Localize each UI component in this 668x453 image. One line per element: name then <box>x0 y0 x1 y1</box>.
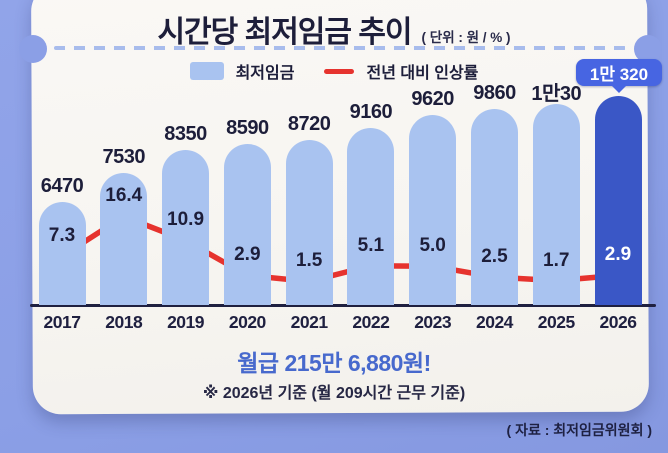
rate-label-2022: 5.1 <box>357 234 385 256</box>
bar-value-label-2019: 8350 <box>164 123 207 145</box>
x-axis-line <box>30 304 656 307</box>
page-title: 시간당 최저임금 추이 <box>157 16 412 49</box>
bar-2021 <box>285 140 333 305</box>
bar-legend-label: 최저임금 <box>235 65 295 82</box>
bar-2019 <box>162 150 210 305</box>
source-credit: ( 자료 : 최저임금위원회 ) <box>506 422 652 438</box>
x-tick-2021: 2021 <box>290 312 328 332</box>
legend: 최저임금 전년 대비 인상률 <box>0 59 668 83</box>
line-legend-swatch <box>324 68 355 74</box>
bar-value-label-2022: 9160 <box>349 101 393 123</box>
rate-label-2021: 1.5 <box>295 250 323 272</box>
x-tick-2025: 2025 <box>537 312 575 332</box>
rate-label-2019: 10.9 <box>167 209 205 231</box>
bar-value-label-2025: 1만30 <box>531 83 582 105</box>
bar-2025 <box>532 104 580 305</box>
header: 시간당 최저임금 추이 ( 단위 : 원 / % ) <box>0 7 668 51</box>
x-tick-2020: 2020 <box>228 312 266 332</box>
bar-2024 <box>470 109 518 305</box>
ticket-notch-left <box>19 35 47 63</box>
bar-value-label-2017: 6470 <box>40 175 84 197</box>
unit-label: ( 단위 : 원 / % ) <box>421 30 511 45</box>
rate-label-2025: 1.7 <box>543 249 570 271</box>
chart-area: 1만 320 6470 7.3 7530 16.4 8350 10.9 8590 2.9 872… <box>30 59 662 307</box>
rate-label-2020: 2.9 <box>234 244 261 266</box>
wage-note-text: ※ 2026년 기준 (월 209시간 근무 기준) <box>202 385 466 402</box>
rate-label-2023: 5.0 <box>419 235 446 257</box>
rate-label-2018: 16.4 <box>105 185 143 207</box>
dashed-divider <box>54 46 626 50</box>
bar-2020 <box>223 144 271 305</box>
rate-label-2017: 7.3 <box>48 225 76 247</box>
bar-value-label-2020: 8590 <box>226 117 269 139</box>
x-tick-2019: 2019 <box>167 312 205 332</box>
x-tick-2023: 2023 <box>414 312 452 332</box>
x-tick-2022: 2022 <box>352 312 390 332</box>
bar-value-label-2024: 9860 <box>473 82 516 104</box>
bar-value-label-2018: 7530 <box>102 146 146 168</box>
bar-value-label-2023: 9620 <box>411 88 454 110</box>
bar-value-label-2021: 8720 <box>287 113 331 135</box>
x-tick-2017: 2017 <box>43 312 81 332</box>
bar-2023 <box>409 115 457 305</box>
bar-legend-swatch <box>189 62 224 80</box>
x-tick-2026: 2026 <box>599 312 637 332</box>
rate-label-2024: 2.5 <box>481 246 508 268</box>
rate-label-2026: 2.9 <box>604 244 632 266</box>
monthly-wage-text: 월급 215만 6,880원! <box>237 350 431 376</box>
x-tick-2018: 2018 <box>105 312 143 332</box>
highlight-value-badge: 1만 320 <box>576 59 662 86</box>
bar-2026 <box>594 96 642 305</box>
line-legend-label: 전년 대비 인상률 <box>366 65 479 82</box>
bar-2022 <box>347 128 395 305</box>
x-tick-2024: 2024 <box>475 312 513 332</box>
x-axis-labels: 2017 2018 2019 2020 2021 2022 2023 2024 2025 2026 <box>30 312 656 332</box>
bar-2018 <box>100 173 148 305</box>
bar-2017 <box>38 202 86 305</box>
